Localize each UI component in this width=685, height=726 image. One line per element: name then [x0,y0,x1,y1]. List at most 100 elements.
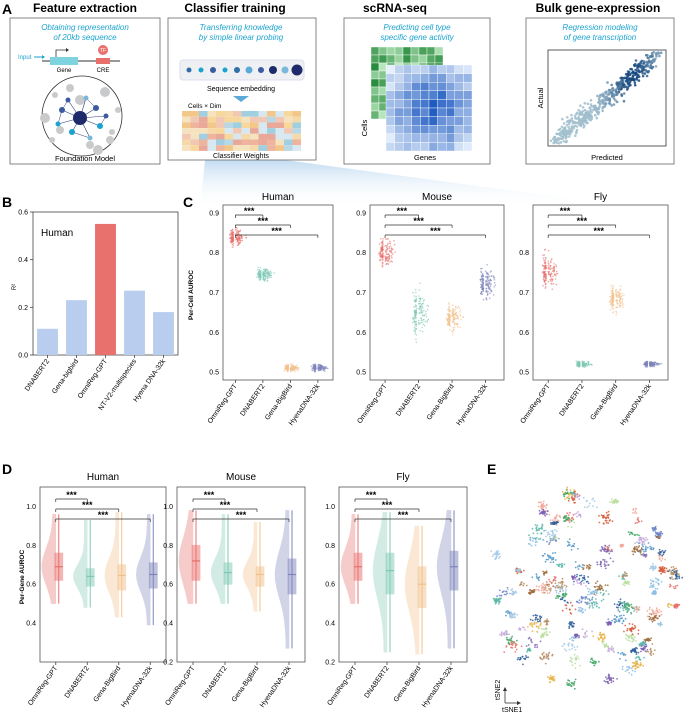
tsne-point [633,664,636,667]
heat-cell-blue [428,64,438,74]
tsne-point [644,545,647,548]
c-point [382,238,384,240]
tsne-point [541,512,544,514]
tsne-point [658,536,661,539]
tsne-point [650,654,653,656]
tsne-point [622,574,625,577]
c-point [451,314,454,317]
network-edge [71,131,91,139]
tsne-point [528,636,531,639]
tsne-point [599,584,602,587]
weight-cell [292,122,301,129]
tsne-point [624,670,627,673]
tsne-point [630,627,633,630]
d-xtick-label: DNABERT2 [64,665,91,700]
tsne-point [654,565,657,567]
tsne-point [527,644,530,646]
tsne-point [566,683,569,686]
bulk-point [640,59,644,63]
c-point [615,314,617,316]
tsne-point [512,641,515,644]
tsne-cluster [589,657,600,667]
tsne-point [571,639,574,642]
tsne-point [577,511,580,513]
tsne-point [571,664,574,667]
tsne-point [618,610,621,613]
d-box [417,566,427,608]
heat-cell-blue [428,124,438,134]
tsne-point [628,604,630,607]
tsne-point [631,607,634,610]
c-point [258,268,261,271]
tsne-point [580,600,583,603]
tsne-point [663,551,665,554]
bulk-point [643,72,647,75]
tsne-point [576,515,578,518]
tsne-point [604,548,606,551]
tsne-point [537,627,540,630]
tsne-point [505,630,508,632]
tsne-point [543,572,546,574]
tsne-point [661,549,664,552]
tsne-point [534,618,537,621]
c-point [419,302,422,305]
tsne-cluster [666,602,675,609]
tsne-point [622,583,624,586]
heat-cell-blue [428,73,438,83]
d-violin-omnireg-gpt [178,510,194,604]
tsne-point [559,563,562,566]
c-points-dnabert2 [412,282,430,344]
tsne-point [535,573,538,576]
bulk-point [620,87,623,90]
c-point [544,259,547,261]
c-axes-frame-mouse [369,204,505,381]
c-point [612,296,614,299]
tsne-point [630,532,633,535]
tsne-point [560,585,563,588]
tsne-point [581,566,583,569]
tsne-point [647,542,650,544]
c-point [493,282,496,284]
bulk-plot-area [547,49,667,147]
c-point [285,363,288,366]
tsne-cluster [641,553,648,558]
d-box [148,562,158,589]
tsne-point [610,677,613,680]
c-point [320,367,323,370]
tsne-point [625,602,628,605]
tsne-point [561,490,564,493]
weight-cell [250,111,259,117]
bulk-point [588,106,591,110]
tsne-point [537,620,539,623]
c-point [413,295,416,297]
tsne-point [523,569,525,572]
tsne-point [514,651,517,653]
tsne-cluster [574,561,584,570]
c-point [621,302,624,304]
weight-cell [199,122,208,129]
tsne-point [553,517,556,520]
tsne-point [563,492,566,494]
tsne-point [626,606,628,609]
tsne-point [565,488,568,491]
tsne-point [539,623,542,626]
c-point [313,367,315,369]
c-point [266,277,269,279]
c-point [414,316,417,318]
c-point [618,299,621,302]
bulk-point [626,77,629,81]
tsne-point [594,662,597,665]
c-point [296,364,298,367]
tsne-point [674,585,677,588]
tsne-point [558,581,560,584]
weight-cell [267,122,276,129]
d-xtick-label: DNABERT2 [202,665,229,700]
tsne-point [516,569,519,572]
c-point [422,321,424,324]
tsne-point [614,618,617,620]
bulk-point [631,74,635,78]
network-node [59,107,65,113]
bulk-point [566,116,569,119]
tsne-point [601,642,604,644]
tsne-point [545,571,548,574]
